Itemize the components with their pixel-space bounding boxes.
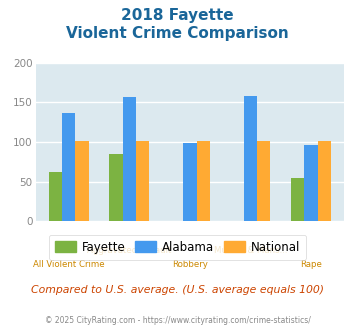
Bar: [109, 154, 123, 221]
Bar: [291, 178, 304, 221]
Legend: Fayette, Alabama, National: Fayette, Alabama, National: [49, 235, 306, 260]
Text: All Violent Crime: All Violent Crime: [33, 260, 105, 269]
Text: © 2025 CityRating.com - https://www.cityrating.com/crime-statistics/: © 2025 CityRating.com - https://www.city…: [45, 316, 310, 325]
Bar: [318, 141, 331, 221]
Bar: [197, 141, 210, 221]
Bar: [136, 141, 149, 221]
Text: Compared to U.S. average. (U.S. average equals 100): Compared to U.S. average. (U.S. average …: [31, 285, 324, 295]
Text: Murder & Mans...: Murder & Mans...: [214, 246, 287, 255]
Bar: [304, 145, 318, 221]
Text: Violent Crime Comparison: Violent Crime Comparison: [66, 26, 289, 41]
Bar: [257, 141, 271, 221]
Text: Aggravated Assault: Aggravated Assault: [87, 246, 171, 255]
Bar: [123, 97, 136, 221]
Text: Rape: Rape: [300, 260, 322, 269]
Bar: [76, 141, 89, 221]
Bar: [244, 96, 257, 221]
Bar: [62, 114, 76, 221]
Text: Robbery: Robbery: [172, 260, 208, 269]
Text: 2018 Fayette: 2018 Fayette: [121, 8, 234, 23]
Bar: [49, 172, 62, 221]
Bar: [183, 144, 197, 221]
